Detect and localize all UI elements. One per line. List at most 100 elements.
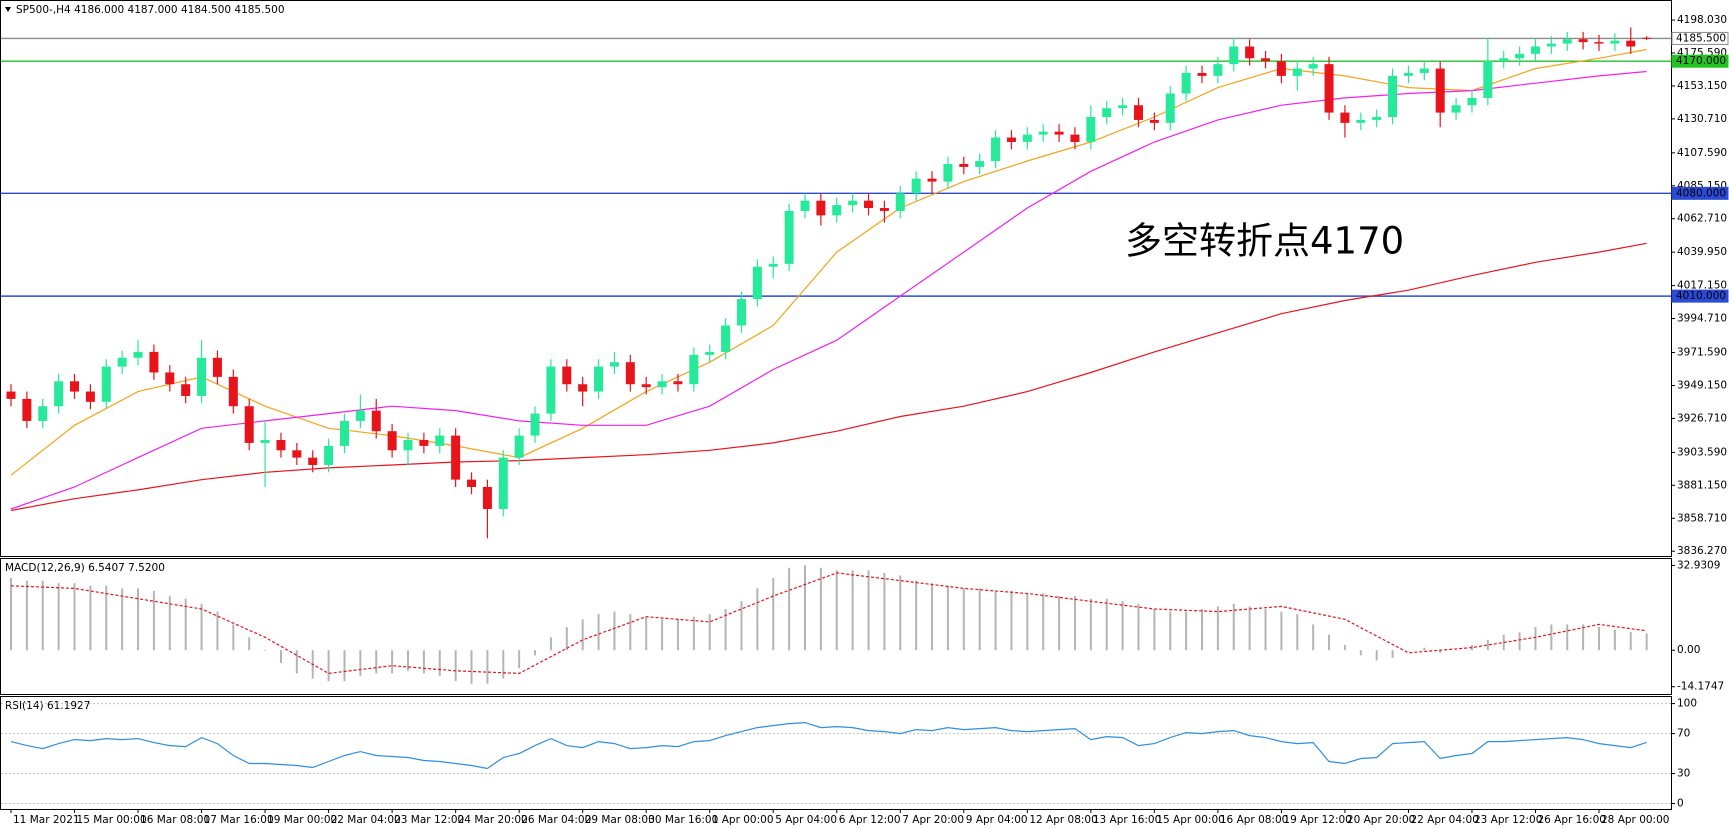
candle-body bbox=[101, 366, 111, 402]
macd-bar bbox=[41, 580, 44, 651]
candle-body bbox=[562, 366, 572, 385]
macd-bar bbox=[57, 583, 60, 651]
candle-body bbox=[1308, 64, 1318, 69]
rsi-line bbox=[10, 721, 1647, 770]
candle-body bbox=[943, 163, 953, 182]
candle-body bbox=[212, 357, 222, 377]
y-tick-label: 3858.710 bbox=[1677, 512, 1727, 524]
y-tick-label: 0 bbox=[1677, 798, 1684, 810]
y-tick-label: 70 bbox=[1677, 728, 1690, 740]
macd-bar bbox=[1534, 627, 1537, 651]
macd-bar bbox=[121, 588, 124, 651]
y-tick-label: 4107.590 bbox=[1677, 147, 1727, 159]
macd-bar bbox=[1455, 650, 1458, 651]
candle-body bbox=[768, 263, 778, 267]
panel-title: MACD(12,26,9) 6.5407 7.5200 bbox=[5, 562, 165, 574]
macd-bar bbox=[1343, 645, 1346, 651]
macd-bar bbox=[819, 567, 822, 651]
candle-body bbox=[1261, 58, 1271, 62]
candle-body bbox=[1006, 137, 1016, 142]
x-tick-label: 5 Apr 04:00 bbox=[775, 814, 837, 826]
candle-body bbox=[22, 398, 32, 421]
annotation: 多空转折点4170 bbox=[1125, 220, 1404, 263]
y-tick-label: 3836.270 bbox=[1677, 545, 1727, 557]
macd-bar bbox=[534, 650, 537, 656]
candle-body bbox=[705, 351, 715, 355]
x-tick-label: 26 Mar 04:00 bbox=[521, 814, 591, 826]
candle-body bbox=[6, 391, 16, 399]
macd-bar bbox=[1423, 647, 1426, 651]
candle-body bbox=[1578, 39, 1588, 43]
macd-bar bbox=[1248, 606, 1251, 651]
macd-bar bbox=[978, 588, 981, 651]
price-level-tag bbox=[1671, 186, 1729, 200]
macd-bar bbox=[1550, 624, 1553, 651]
macd-bar bbox=[1629, 632, 1632, 651]
macd-bar bbox=[899, 575, 902, 651]
candle-body bbox=[895, 193, 905, 211]
x-tick-label: 19 Mar 00:00 bbox=[267, 814, 337, 826]
macd-bar bbox=[391, 650, 394, 674]
y-tick-label: 3926.710 bbox=[1677, 412, 1727, 424]
macd-bar bbox=[1264, 608, 1267, 651]
candle-body bbox=[689, 354, 699, 385]
macd-bar bbox=[756, 588, 759, 651]
candle-body bbox=[482, 486, 492, 510]
price-level-tag bbox=[1671, 54, 1729, 68]
macd-bar bbox=[232, 624, 235, 651]
candle-body bbox=[721, 325, 731, 352]
candle-body bbox=[1245, 46, 1255, 59]
macd-bar bbox=[883, 572, 886, 651]
macd-bar bbox=[73, 583, 76, 651]
x-tick-label: 13 Apr 16:00 bbox=[1093, 814, 1161, 826]
macd-bar bbox=[613, 611, 616, 651]
candle-body bbox=[1324, 64, 1334, 113]
y-tick-label: 30 bbox=[1677, 768, 1690, 780]
macd-bar bbox=[962, 588, 965, 651]
macd-bar bbox=[1280, 611, 1283, 651]
candle-body bbox=[38, 406, 48, 421]
candle-body bbox=[451, 435, 461, 480]
macd-bar bbox=[645, 616, 648, 651]
macd-bar bbox=[375, 650, 378, 674]
candle-body bbox=[879, 208, 889, 211]
candle-body bbox=[1118, 105, 1128, 109]
candle-body bbox=[149, 351, 159, 373]
macd-bar bbox=[1566, 624, 1569, 651]
macd-bar bbox=[422, 650, 425, 674]
macd-bar bbox=[10, 578, 12, 651]
macd-bar bbox=[740, 601, 743, 651]
candle-body bbox=[1403, 72, 1413, 76]
x-tick-label: 23 Apr 12:00 bbox=[1474, 814, 1542, 826]
candle-body bbox=[800, 200, 810, 211]
candle-body bbox=[625, 362, 635, 385]
macd-bar bbox=[724, 608, 727, 651]
macd-bar bbox=[264, 650, 267, 651]
candle-body bbox=[784, 210, 794, 264]
panel-title: RSI(14) 61.1927 bbox=[5, 700, 90, 712]
price-panel-frame bbox=[0, 0, 1672, 557]
candle-body bbox=[848, 200, 858, 206]
signal-line bbox=[10, 572, 1647, 675]
macd-bar bbox=[25, 580, 28, 651]
x-tick-label: 16 Apr 08:00 bbox=[1220, 814, 1288, 826]
macd-bar bbox=[676, 619, 679, 651]
moving-average bbox=[10, 242, 1647, 512]
candle-body bbox=[339, 420, 349, 446]
candle-body bbox=[371, 410, 381, 432]
candle-body bbox=[1642, 37, 1652, 39]
price-level-label: 4170.000 bbox=[1676, 55, 1726, 67]
macd-bar bbox=[502, 650, 505, 679]
macd-bar bbox=[1137, 603, 1140, 651]
macd-bar bbox=[1407, 650, 1410, 651]
macd-bar bbox=[200, 603, 203, 651]
candle-body bbox=[1435, 68, 1445, 113]
macd-bar bbox=[597, 614, 600, 651]
candle-body bbox=[911, 178, 921, 194]
macd-bar bbox=[105, 585, 108, 651]
macd-bar bbox=[1375, 650, 1378, 661]
macd-bar bbox=[1089, 598, 1092, 651]
y-tick-label: 32.9309 bbox=[1677, 559, 1720, 571]
candle-body bbox=[1610, 40, 1620, 44]
